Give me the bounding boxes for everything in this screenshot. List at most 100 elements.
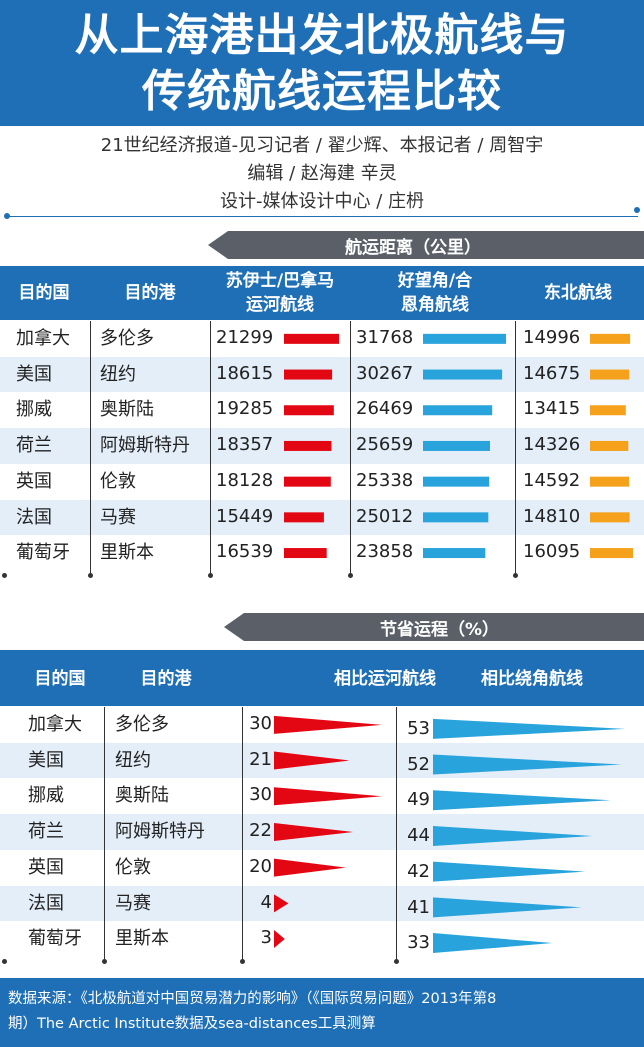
vs-cape-wedge: [433, 754, 622, 775]
divider-dot-right: [634, 207, 640, 213]
cape-bar: [423, 369, 503, 380]
country-cell: 葡萄牙: [28, 928, 82, 950]
col2-country: 目的国: [34, 669, 86, 689]
country-cell: 荷兰: [28, 821, 64, 843]
column-divider-dot: [208, 572, 213, 578]
country-cell: 英国: [28, 856, 64, 878]
cape-value: 26469: [356, 398, 414, 420]
northeast-value: 14326: [523, 434, 581, 456]
port-cell: 多伦多: [100, 328, 154, 349]
vs-canal-value: 22: [249, 820, 272, 842]
vs-cape-wedge: [433, 897, 582, 918]
cape-bar: [423, 333, 506, 344]
title-line-1: 从上海港出发北极航线与: [74, 10, 570, 61]
section2-title: 节省运程（%）: [380, 620, 500, 640]
canal-value: 18128: [216, 469, 274, 491]
vs-cape-wedge: [433, 790, 611, 811]
canal-bar: [284, 405, 334, 416]
northeast-value: 14592: [523, 469, 581, 491]
col-northeast: 东北航线: [544, 283, 612, 303]
vs-cape-value: 52: [407, 753, 430, 775]
title-band: 从上海港出发北极航线与 传统航线运程比较: [0, 0, 644, 126]
section1-title: 航运距离（公里）: [345, 238, 481, 258]
port-cell: 奥斯陆: [115, 785, 169, 807]
vs-cape-value: 42: [407, 860, 430, 882]
port-cell: 阿姆斯特丹: [115, 821, 205, 843]
canal-value: 19285: [216, 398, 274, 420]
canal-value: 15449: [216, 505, 274, 527]
vs-cape-value: 49: [407, 789, 430, 811]
canal-value: 18357: [216, 434, 274, 456]
country-cell: 法国: [28, 892, 64, 914]
vs-canal-wedge: [274, 751, 350, 770]
cape-value: 25338: [356, 469, 414, 491]
vs-cape-wedge: [433, 718, 625, 739]
vs-canal-wedge: [274, 930, 285, 949]
country-cell: 葡萄牙: [16, 542, 70, 564]
northeast-bar: [590, 476, 629, 487]
northeast-value: 13415: [523, 398, 581, 420]
country-cell: 英国: [16, 470, 52, 492]
table2-header: 目的国 目的港 相比运河航线 相比绕角航线: [0, 650, 644, 706]
northeast-bar: [590, 333, 631, 344]
vs-cape-wedge: [433, 861, 586, 882]
credit-design: 设计-媒体设计中心 / 庄枬: [219, 191, 424, 212]
vs-cape-wedge: [433, 825, 593, 846]
port-cell: 阿姆斯特丹: [100, 435, 190, 457]
divider: [6, 216, 638, 217]
cape-value: 31768: [356, 327, 414, 348]
left-edge-dot: [2, 958, 7, 964]
country-cell: 美国: [16, 363, 52, 385]
port-cell: 里斯本: [100, 542, 154, 564]
vs-canal-wedge: [274, 822, 354, 841]
cape-value: 25012: [356, 505, 414, 527]
col-cape-l2: 恩角航线: [401, 295, 469, 315]
cape-bar: [423, 440, 490, 451]
vs-canal-value: 30: [249, 784, 272, 806]
column-divider: [210, 321, 211, 575]
northeast-value: 14810: [523, 505, 581, 527]
vs-canal-value: 4: [260, 891, 272, 913]
vs-cape-value: 41: [407, 896, 430, 918]
port-cell: 纽约: [115, 749, 151, 771]
column-divider-dot: [240, 958, 245, 964]
port-cell: 里斯本: [115, 928, 169, 950]
northeast-bar: [590, 548, 633, 559]
canal-bar: [284, 369, 333, 380]
country-cell: 美国: [28, 749, 64, 771]
vs-cape-wedge: [433, 933, 553, 954]
cape-value: 30267: [356, 362, 414, 384]
col2-port: 目的港: [140, 669, 192, 689]
port-cell: 马赛: [115, 892, 151, 914]
source-line-2: 期）The Arctic Institute数据及sea-distances工具…: [8, 1016, 376, 1032]
canal-value: 21299: [216, 327, 274, 348]
column-divider-dot: [88, 572, 93, 578]
column-divider: [396, 707, 397, 961]
cape-value: 23858: [356, 541, 414, 563]
col-canal-l1: 苏伊士/巴拿马: [225, 271, 335, 291]
vs-cape-value: 33: [407, 932, 430, 954]
port-cell: 马赛: [100, 506, 136, 528]
canal-bar: [284, 476, 331, 487]
banner-saving: [224, 613, 644, 641]
vs-canal-value: 20: [249, 855, 272, 877]
cape-bar: [423, 512, 489, 523]
country-cell: 荷兰: [16, 435, 52, 457]
col-port: 目的港: [124, 283, 176, 303]
canal-value: 18615: [216, 362, 274, 384]
canal-bar: [284, 440, 332, 451]
northeast-bar: [590, 440, 629, 451]
credit-reporters: 21世纪经济报道-见习记者 / 翟少辉、本报记者 / 周智宇: [100, 135, 544, 156]
port-cell: 多伦多: [115, 714, 169, 735]
northeast-bar: [590, 369, 630, 380]
vs-canal-wedge: [274, 858, 346, 877]
country-cell: 挪威: [28, 785, 64, 807]
vs-canal-value: 30: [249, 713, 272, 734]
vs-canal-wedge: [274, 715, 382, 734]
canal-bar: [284, 333, 339, 344]
column-divider-dot: [348, 572, 353, 578]
vs-canal-value: 21: [249, 748, 272, 770]
canal-bar: [284, 548, 327, 559]
column-divider-dot: [394, 958, 399, 964]
